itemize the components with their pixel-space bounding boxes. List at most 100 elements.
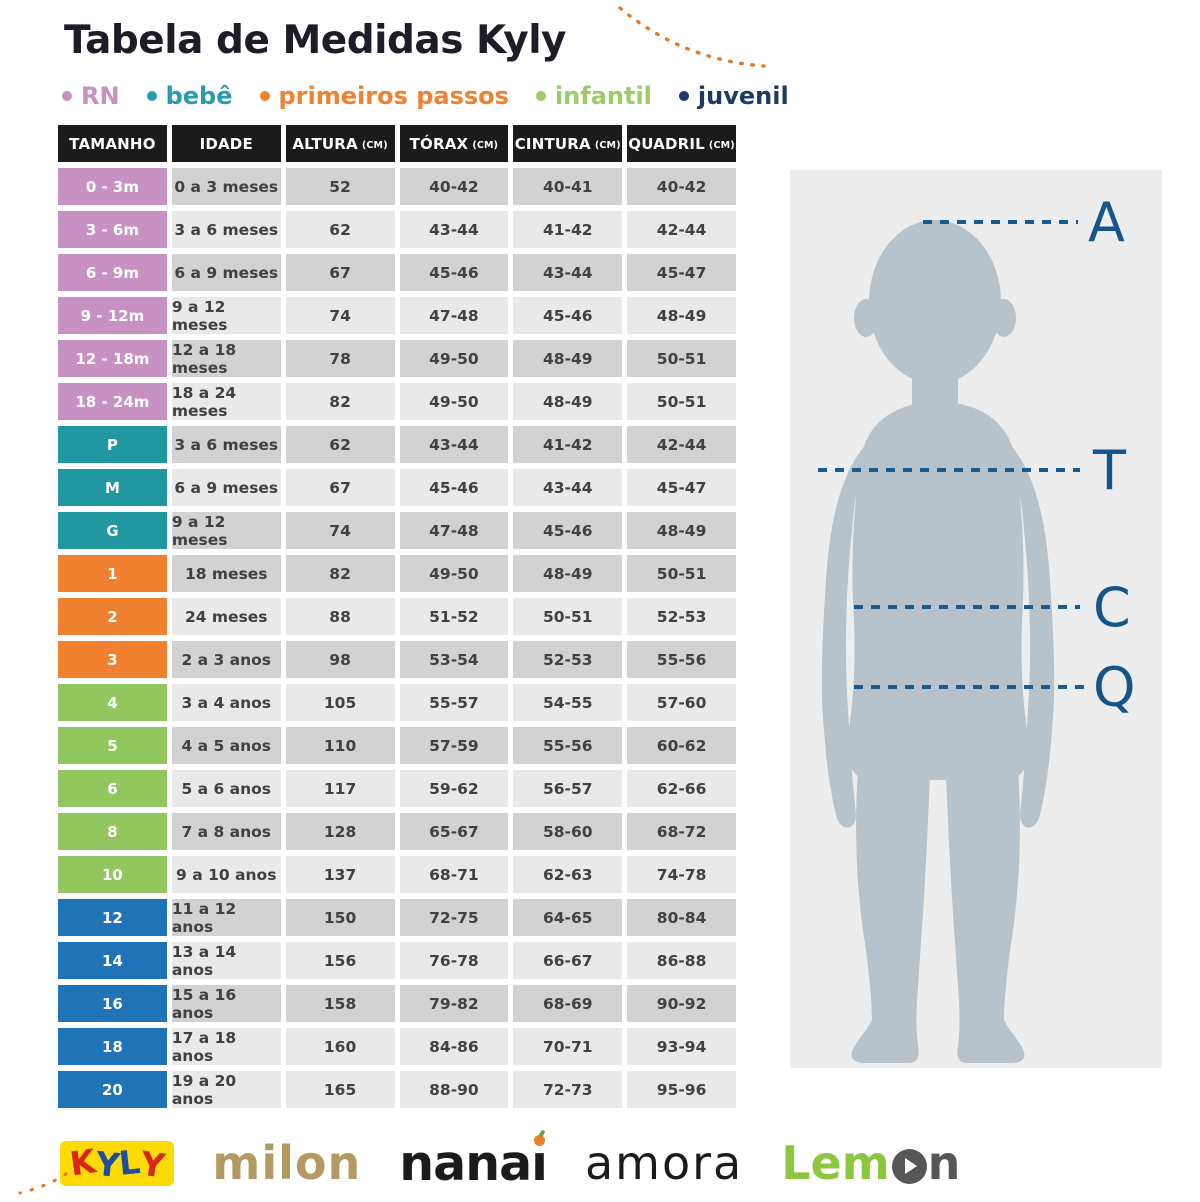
quadril-cell: 45-47 [627,254,736,291]
idade-cell: 12 a 18 meses [171,340,281,377]
legend-label: bebê [165,82,233,110]
size-cell: 5 [58,727,167,764]
idade-cell: 24 meses [171,598,281,635]
cintura-cell: 70-71 [513,1028,623,1065]
quadril-cell: 68-72 [627,813,736,850]
cintura-cell: 48-49 [513,555,623,592]
altura-cell: 67 [285,469,395,506]
altura-cell: 158 [285,985,395,1022]
torax-cell: 43-44 [399,426,509,463]
column-header-cintura: CINTURA (CM) [513,125,623,162]
size-cell: 18 - 24m [58,383,167,420]
altura-cell: 165 [285,1071,395,1108]
legend-label: infantil [554,82,652,110]
torax-cell: 47-48 [399,297,509,334]
size-cell: 18 [58,1028,167,1065]
idade-cell: 7 a 8 anos [171,813,281,850]
torax-cell: 68-71 [399,856,509,893]
measure-label-a: A [1088,191,1125,254]
cintura-cell: 72-73 [513,1071,623,1108]
altura-cell: 128 [285,813,395,850]
idade-cell: 2 a 3 anos [171,641,281,678]
size-cell: 2 [58,598,167,635]
measurement-letters: A T C Q [1088,191,1136,719]
torax-cell: 51-52 [399,598,509,635]
torax-cell: 76-78 [399,942,509,979]
quadril-cell: 95-96 [627,1071,736,1108]
torax-cell: 47-48 [399,512,509,549]
idade-cell: 9 a 12 meses [171,297,281,334]
quadril-cell: 50-51 [627,383,736,420]
cintura-cell: 58-60 [513,813,623,850]
legend-item-infantil: infantil [535,82,652,110]
altura-cell: 78 [285,340,395,377]
column-header-quadril: QUADRIL (CM) [627,125,736,162]
measurement-lines [818,220,1084,689]
child-silhouette [821,220,1055,1063]
size-table: TAMANHO IDADE ALTURA (CM) TÓRAX (CM) CINTURA (C… [58,125,736,1108]
cintura-cell: 54-55 [513,684,623,721]
size-cell: 14 [58,942,167,979]
altura-cell: 82 [285,383,395,420]
quadril-cell: 93-94 [627,1028,736,1065]
torax-cell: 45-46 [399,254,509,291]
dotted-arc-decoration-icon [618,6,766,68]
idade-cell: 11 a 12 anos [171,899,281,936]
altura-cell: 52 [285,168,395,205]
size-cell: 6 - 9m [58,254,167,291]
torax-cell: 49-50 [399,340,509,377]
size-cell: 20 [58,1071,167,1108]
legend-dot-icon [535,91,546,101]
torax-cell: 55-57 [399,684,509,721]
cintura-cell: 41-42 [513,211,623,248]
cintura-cell: 40-41 [513,168,623,205]
size-cell: 12 [58,899,167,936]
size-cell: 3 - 6m [58,211,167,248]
torax-cell: 59-62 [399,770,509,807]
quadril-cell: 55-56 [627,641,736,678]
altura-cell: 98 [285,641,395,678]
torax-cell: 45-46 [399,469,509,506]
size-cell: 0 - 3m [58,168,167,205]
cintura-cell: 64-65 [513,899,623,936]
quadril-cell: 57-60 [627,684,736,721]
amora-logo: amora [584,1136,744,1190]
cintura-cell: 41-42 [513,426,623,463]
quadril-cell: 80-84 [627,899,736,936]
size-cell: 9 - 12m [58,297,167,334]
column-header-tórax: TÓRAX (CM) [399,125,509,162]
page-title: Tabela de Medidas Kyly [64,18,566,63]
altura-cell: 105 [285,684,395,721]
altura-cell: 160 [285,1028,395,1065]
child-silhouette-figure: A T C Q [790,170,1162,1068]
size-cell: P [58,426,167,463]
lemon-logo: Lem n [781,1140,960,1186]
quadril-cell: 48-49 [627,297,736,334]
legend-item-juvenil: juvenil [678,82,789,110]
cintura-cell: 45-46 [513,297,623,334]
legend-item-primeiros_passos: primeiros passos [259,82,509,110]
torax-cell: 84-86 [399,1028,509,1065]
size-cell: 8 [58,813,167,850]
legend-dot-icon [678,91,689,101]
torax-cell: 79-82 [399,985,509,1022]
torax-cell: 57-59 [399,727,509,764]
size-cell: G [58,512,167,549]
size-cell: 1 [58,555,167,592]
quadril-cell: 50-51 [627,340,736,377]
size-cell: 10 [58,856,167,893]
torax-cell: 49-50 [399,555,509,592]
legend-label: juvenil [697,82,789,110]
cintura-cell: 56-57 [513,770,623,807]
altura-cell: 117 [285,770,395,807]
quadril-cell: 52-53 [627,598,736,635]
lemon-text-dark: n [927,1136,961,1190]
torax-cell: 49-50 [399,383,509,420]
legend-label: primeiros passos [278,82,509,110]
cintura-cell: 43-44 [513,254,623,291]
idade-cell: 19 a 20 anos [171,1071,281,1108]
altura-cell: 156 [285,942,395,979]
play-icon [891,1148,927,1184]
torax-cell: 43-44 [399,211,509,248]
